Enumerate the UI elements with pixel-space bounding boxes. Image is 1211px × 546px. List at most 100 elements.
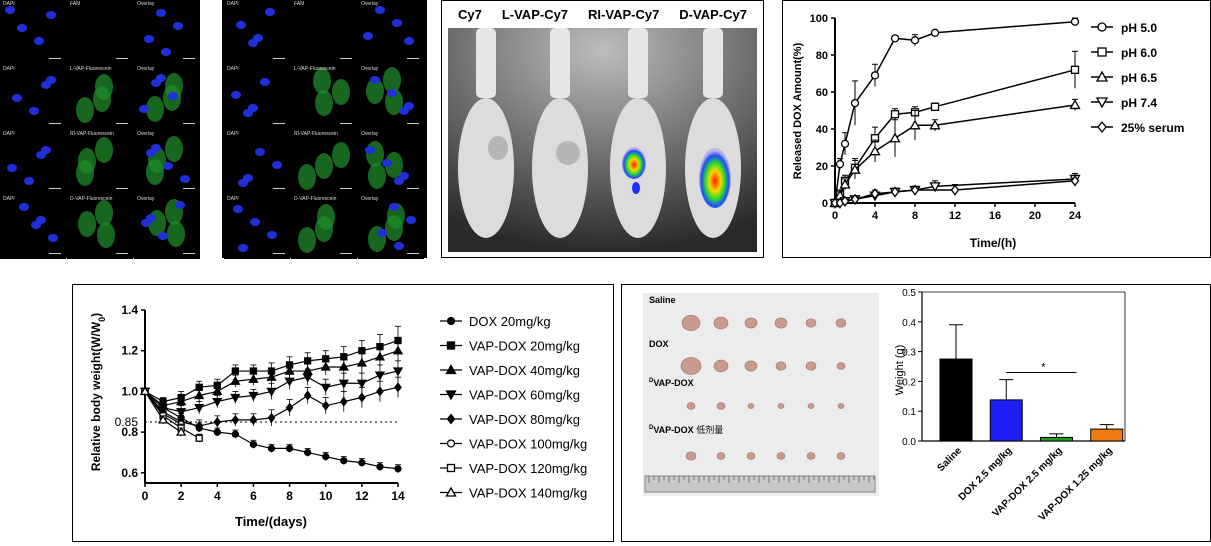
y-tick-label: 1.4 xyxy=(121,303,138,317)
legend-label: VAP-DOX 40mg/kg xyxy=(469,363,580,378)
y-axis-label-subscript: 0 xyxy=(97,317,107,322)
green-signal xyxy=(385,215,403,241)
microscopy-cell: L-VAP-Fluorescein xyxy=(291,65,357,129)
cell-image xyxy=(291,0,357,64)
nucleus xyxy=(255,148,265,156)
microscopy-cell: Overlay xyxy=(134,0,200,64)
data-point xyxy=(266,371,277,381)
nucleus xyxy=(392,19,402,27)
data-point xyxy=(340,456,348,465)
legend-marker xyxy=(446,316,456,326)
grid-separator xyxy=(200,0,222,258)
green-signal xyxy=(315,153,333,179)
y-tick-label: 0.4 xyxy=(902,318,916,329)
cell-label: Overlay xyxy=(137,196,155,202)
nucleus xyxy=(34,37,44,45)
data-point xyxy=(249,414,258,425)
microscopy-cell: D-VAP-Fluorescein xyxy=(67,195,133,259)
cell-image xyxy=(368,203,416,252)
cell-label: D-VAP-Fluorescein xyxy=(294,196,337,202)
tumor-row-label: DOX xyxy=(649,339,669,349)
green-signal xyxy=(385,152,403,178)
data-point xyxy=(320,361,331,371)
cell-label: DAPI xyxy=(3,196,15,202)
mouse-silhouettes xyxy=(458,28,741,238)
legend-label: pH 6.0 xyxy=(1121,46,1157,60)
nucleus xyxy=(260,78,270,86)
data-point xyxy=(249,440,258,448)
data-point xyxy=(394,465,402,473)
legend-marker xyxy=(1095,97,1109,109)
nucleus xyxy=(375,6,385,14)
y-tick-label: 1.0 xyxy=(121,384,138,398)
tumor-specimen xyxy=(805,318,817,328)
data-point xyxy=(356,379,367,389)
cell-image xyxy=(298,142,350,190)
data-point xyxy=(930,28,940,37)
tumor-specimen xyxy=(716,452,726,460)
bar xyxy=(1040,436,1073,442)
scale-bar xyxy=(407,188,419,189)
legend-label: VAP-DOX 60mg/kg xyxy=(469,388,580,403)
data-point xyxy=(839,178,851,189)
nucleus xyxy=(248,39,258,47)
microscopy-cell: Overlay xyxy=(358,65,424,129)
scale-bar xyxy=(116,188,128,189)
data-point xyxy=(930,102,940,111)
y-tick-label: 0.3 xyxy=(902,348,916,359)
microscopy-cell: DAPI xyxy=(0,130,66,194)
data-point xyxy=(195,420,204,432)
series-25-serum xyxy=(830,174,1080,209)
scale-bar xyxy=(183,123,195,124)
nucleus xyxy=(17,24,27,32)
nucleus xyxy=(146,149,156,157)
cell-image xyxy=(78,200,115,248)
microscopy-cell: Overlay xyxy=(358,0,424,64)
data-point xyxy=(374,351,386,361)
fluorescence-signal xyxy=(699,148,731,208)
data-point xyxy=(358,458,366,467)
data-point xyxy=(303,448,312,457)
y-axis-label-close: ) xyxy=(89,313,103,317)
body-weight-chart-panel: 0 2 4 6 8 10 12 14 0.6 0.8 1.0 1.2 1.4 0.85 DOX 20mg/… xyxy=(72,284,614,542)
cell-label: DAPI xyxy=(3,66,15,72)
cell-image xyxy=(76,74,113,123)
tumor-specimens xyxy=(644,315,876,493)
legend-marker xyxy=(1095,70,1109,82)
y-tick-label: 0.6 xyxy=(121,466,138,480)
nucleus xyxy=(406,216,416,224)
bar xyxy=(939,358,973,442)
cell-label: RI-VAP-Fluorescein xyxy=(70,131,114,137)
scale-bar xyxy=(340,58,352,59)
data-point xyxy=(194,404,205,414)
series-ph-5-0 xyxy=(830,17,1080,208)
data-point xyxy=(230,375,241,385)
data-point xyxy=(890,34,900,43)
scale-bar xyxy=(49,58,61,59)
x-tick-label: 8 xyxy=(286,489,293,503)
tumor-panel: Saline DOX DVAP-DOX DVAP-DOX 低剂量 0.0 0.1 0… xyxy=(621,284,1211,542)
tumor-specimen xyxy=(747,403,755,409)
tumor-row-note: 低剂量 xyxy=(696,425,724,435)
nucleus xyxy=(29,107,39,115)
data-point xyxy=(376,386,384,397)
green-signal xyxy=(298,164,316,190)
y-axis-label: Relative body weight(W/W0) xyxy=(89,313,107,471)
data-point xyxy=(950,184,960,196)
data-point xyxy=(1070,65,1080,74)
y-tick-label: 0.8 xyxy=(121,425,138,439)
cell-image xyxy=(12,76,56,115)
cell-label: DAPI xyxy=(3,1,15,7)
nucleus xyxy=(272,161,282,169)
x-tick-label: 14 xyxy=(391,489,405,503)
nucleus xyxy=(365,146,375,154)
data-point xyxy=(929,119,941,130)
cell-label: D-VAP-Fluorescein xyxy=(70,196,113,202)
release-chart-panel: 0 4 8 12 16 20 24 0 20 40 60 80 100 pH 5.0 pH 6.0 pH 6… xyxy=(782,0,1211,258)
data-point xyxy=(212,386,223,396)
cell-label: Overlay xyxy=(137,1,155,7)
legend-marker xyxy=(446,439,456,448)
data-point xyxy=(248,391,259,401)
cell-image xyxy=(231,78,270,117)
legend-marker xyxy=(445,390,457,401)
